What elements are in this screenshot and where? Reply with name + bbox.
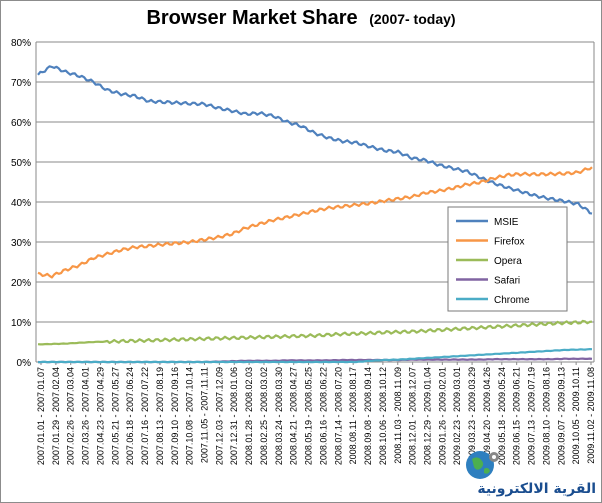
y-tick-label: 0% xyxy=(17,358,32,369)
y-tick-label: 40% xyxy=(11,198,31,209)
x-tick-label: 2009.10.05 - 2009.10.11 xyxy=(571,367,581,464)
watermark-logo: القرية الالكترونية xyxy=(466,451,596,497)
x-tick-label: 2007.04.23 - 2007.04.29 xyxy=(95,367,105,465)
series-line-opera xyxy=(37,319,593,346)
x-tick-label: 2008.12.01 - 2008.12.07 xyxy=(408,367,418,465)
y-tick-label: 20% xyxy=(11,278,31,289)
x-tick-label: 2008.12.29 - 2009.01.04 xyxy=(422,367,432,465)
x-tick-label: 2007.06.18 - 2007.06.24 xyxy=(125,367,135,465)
x-tick-label: 2008.10.06 - 2008.10.12 xyxy=(378,367,388,465)
x-tick-label: 2007.01.29 - 2007.02.04 xyxy=(51,367,61,465)
x-tick-label: 2007.10.08 - 2007.10.14 xyxy=(185,367,195,465)
x-tick-label: 2009.03.23 - 2009.03.29 xyxy=(467,367,477,465)
x-tick-label: 2007.12.03 - 2007.12.09 xyxy=(214,367,224,465)
x-tick-label: 2007.05.21 - 2007.05.27 xyxy=(110,367,120,465)
series-line-firefox xyxy=(37,166,593,279)
legend-label: Chrome xyxy=(494,295,530,306)
legend-label: MSIE xyxy=(494,217,519,228)
x-tick-label: 2008.07.14 - 2008.07.20 xyxy=(333,367,343,465)
x-tick-label: 2007.09.10 - 2007.09.16 xyxy=(170,367,180,465)
y-tick-label: 70% xyxy=(11,78,31,89)
legend: MSIE Firefox Opera Safari Chrome xyxy=(447,206,568,312)
x-tick-label: 2007.02.26 - 2007.03.04 xyxy=(66,367,76,465)
y-tick-label: 30% xyxy=(11,238,31,249)
x-tick-label: 2007.03.26 - 2007.04.01 xyxy=(81,367,91,465)
legend-label: Opera xyxy=(494,256,522,267)
x-axis: 2007.01.01 - 2007.01.07 2007.01.29 - 2007… xyxy=(36,362,596,465)
x-tick-label: 2007.01.01 - 2007.01.07 xyxy=(36,367,46,465)
y-tick-label: 10% xyxy=(11,318,31,329)
chart-title-main: Browser Market Share xyxy=(146,7,357,29)
x-tick-label: 2008.08.11 - 2008.08.17 xyxy=(348,367,358,464)
globe-icon xyxy=(466,451,499,479)
x-tick-label: 2008.09.08 - 2008.09.14 xyxy=(363,367,373,465)
chart-subtitle: (2007- today) xyxy=(369,11,455,27)
y-axis: 0% 10% 20% 30% 40% 50% 60% 70% 80% xyxy=(11,38,31,369)
y-tick-label: 50% xyxy=(11,158,31,169)
legend-label: Safari xyxy=(494,276,520,287)
x-tick-label: 2009.09.07 - 2009.09.13 xyxy=(556,367,566,465)
series-line-chrome xyxy=(37,348,593,364)
series-line-msie xyxy=(37,65,593,215)
x-tick-label: 2008.05.19 - 2008.05.25 xyxy=(304,367,314,465)
x-tick-label: 2009.07.13 - 2009.07.19 xyxy=(527,367,537,465)
x-tick-label: 2008.11.03 - 2008.11.09 xyxy=(393,367,403,464)
series-lines xyxy=(37,65,593,364)
x-tick-label: 2009.08.10 - 2009.08.16 xyxy=(541,367,551,465)
gridlines xyxy=(35,41,595,363)
x-tick-label: 2008.04.21 - 2008.04.27 xyxy=(289,367,299,465)
x-tick-label: 2007.08.13 - 2007.08.19 xyxy=(155,367,165,465)
x-tick-label: 2009.02.23 - 2009.03.01 xyxy=(452,367,462,465)
x-tick-label: 2009.05.18 - 2009.05.24 xyxy=(497,367,507,465)
x-tick-label: 2008.01.28 - 2008.02.03 xyxy=(244,367,254,465)
x-tick-label: 2007.07.16 - 2007.07.22 xyxy=(140,367,150,465)
y-tick-label: 60% xyxy=(11,118,31,129)
x-tick-label: 2009.04.20 - 2009.04.26 xyxy=(482,367,492,465)
x-tick-label: 2008.02.25 - 2008.03.02 xyxy=(259,367,269,465)
watermark-text: القرية الالكترونية xyxy=(477,481,596,497)
chart-title: Browser Market Share (2007- today) xyxy=(146,7,455,29)
x-tick-label: 2008.06.16 - 2008.06.22 xyxy=(318,367,328,465)
y-tick-label: 80% xyxy=(11,38,31,49)
x-tick-label: 2007.11.05 - 2007.11.11 xyxy=(200,367,210,463)
x-tick-label: 2008.03.24 - 2008.03.30 xyxy=(274,367,284,465)
x-tick-label: 2009.06.15 - 2009.06.21 xyxy=(512,367,522,465)
x-tick-label: 2009.01.26 - 2009.02.01 xyxy=(437,367,447,465)
legend-label: Firefox xyxy=(494,237,525,248)
x-tick-label: 2009.11.02 - 2009.11.08 xyxy=(586,367,596,464)
x-tick-label: 2007.12.31 - 2008.01.06 xyxy=(229,367,239,465)
